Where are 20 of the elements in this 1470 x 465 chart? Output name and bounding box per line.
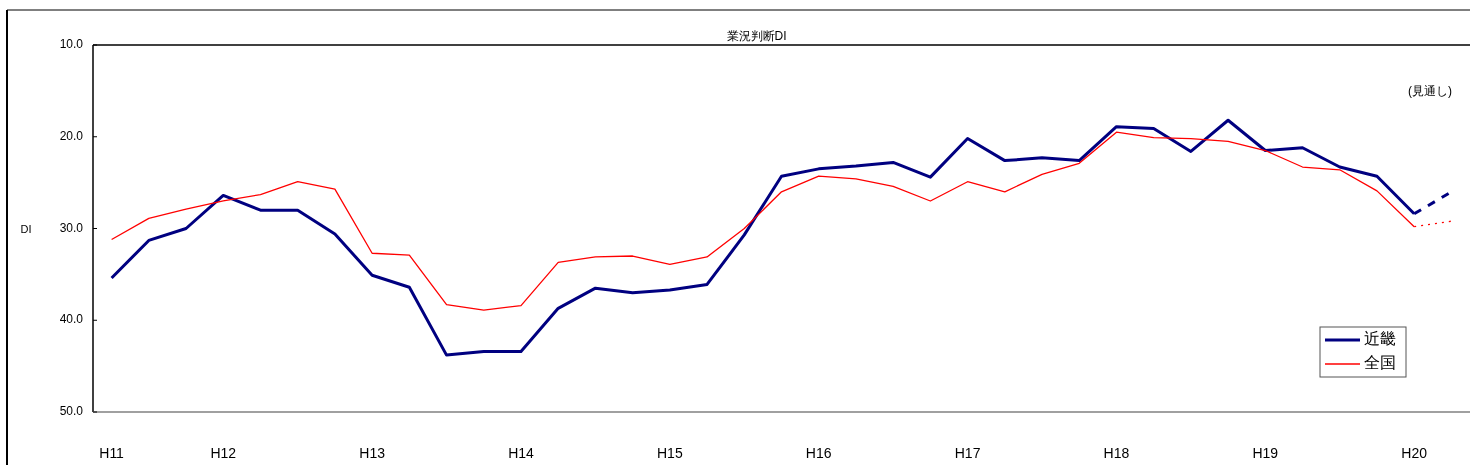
x-tick-label: H17 xyxy=(954,445,981,461)
y-tick-label: 40.0 xyxy=(59,312,84,327)
x-tick-label: H19 xyxy=(1252,445,1279,461)
x-tick-label: H11 xyxy=(99,445,125,461)
chart-title: 業況判断DI xyxy=(726,29,787,43)
y-tick-label: 30.0 xyxy=(59,220,84,235)
y-tick-label: 20.0 xyxy=(59,128,84,143)
x-tick-label: H15 xyxy=(657,445,683,461)
legend-label: 全国 xyxy=(1364,354,1396,372)
x-tick-label: H20 xyxy=(1401,445,1428,461)
x-tick-label: H12 xyxy=(210,445,237,461)
x-tick-label: H18 xyxy=(1103,445,1130,461)
x-tick-label: H14 xyxy=(508,445,535,461)
annotation: (見通し) xyxy=(1408,84,1452,98)
y-tick-label: 10.0 xyxy=(59,37,84,52)
x-tick-label: H16 xyxy=(805,445,832,461)
y-tick-label: 50.0 xyxy=(59,404,84,419)
x-tick-label: H13 xyxy=(359,445,386,461)
y-axis-title: DI xyxy=(20,222,32,235)
legend-label: 近畿 xyxy=(1364,330,1396,348)
